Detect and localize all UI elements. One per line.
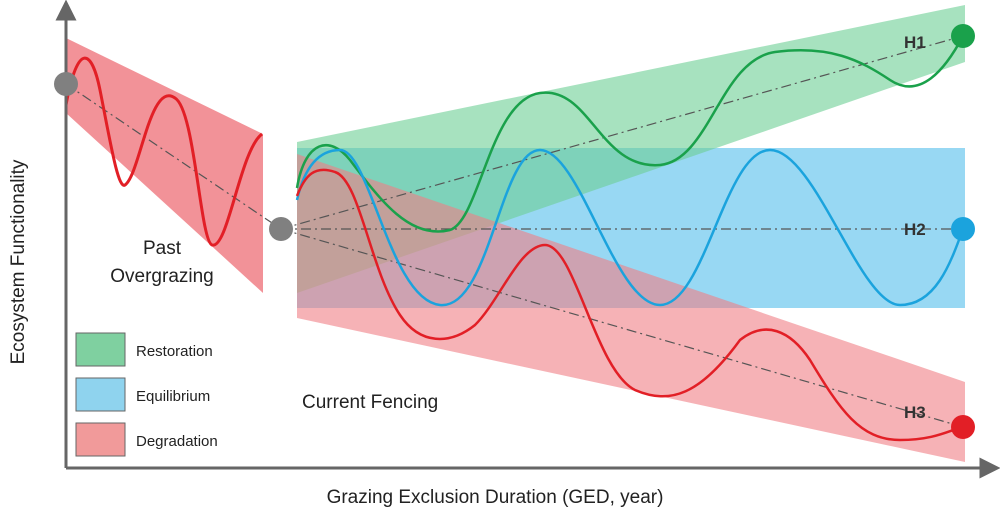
h2-equilibrium-curve (295, 148, 965, 307)
legend-label-restoration: Restoration (136, 343, 213, 360)
x-axis-label: Grazing Exclusion Duration (GED, year) (327, 487, 664, 508)
past-trend-line (65, 83, 282, 230)
h3-degradation-curve (295, 168, 964, 442)
h2-label: H2 (904, 220, 926, 239)
h1-end-node (951, 24, 975, 48)
current-start-node (269, 217, 293, 241)
past-degradation-curve (64, 56, 264, 247)
past-label-line2: Overgrazing (110, 266, 214, 287)
h1-restoration-curve (295, 35, 965, 233)
h1-trend-line (280, 35, 964, 230)
legend-label-equilibrium: Equilibrium (136, 388, 210, 405)
degradation-band (297, 154, 965, 462)
h1-label: H1 (904, 33, 926, 52)
past-degradation-band (66, 38, 263, 293)
h3-label: H3 (904, 403, 926, 422)
h3-trend-line (280, 228, 964, 428)
h3-end-node (951, 415, 975, 439)
past-label-line1: Past (143, 238, 182, 259)
legend-swatch-degradation (75, 422, 126, 457)
current-fencing-label: Current Fencing (302, 392, 438, 413)
past-start-node (54, 72, 78, 96)
legend-swatch-restoration (75, 332, 126, 367)
y-axis-label: Ecosystem Functionality (8, 159, 29, 364)
legend-label-degradation: Degradation (136, 433, 218, 450)
h2-end-node (951, 217, 975, 241)
legend-swatch-equilibrium (75, 377, 126, 412)
